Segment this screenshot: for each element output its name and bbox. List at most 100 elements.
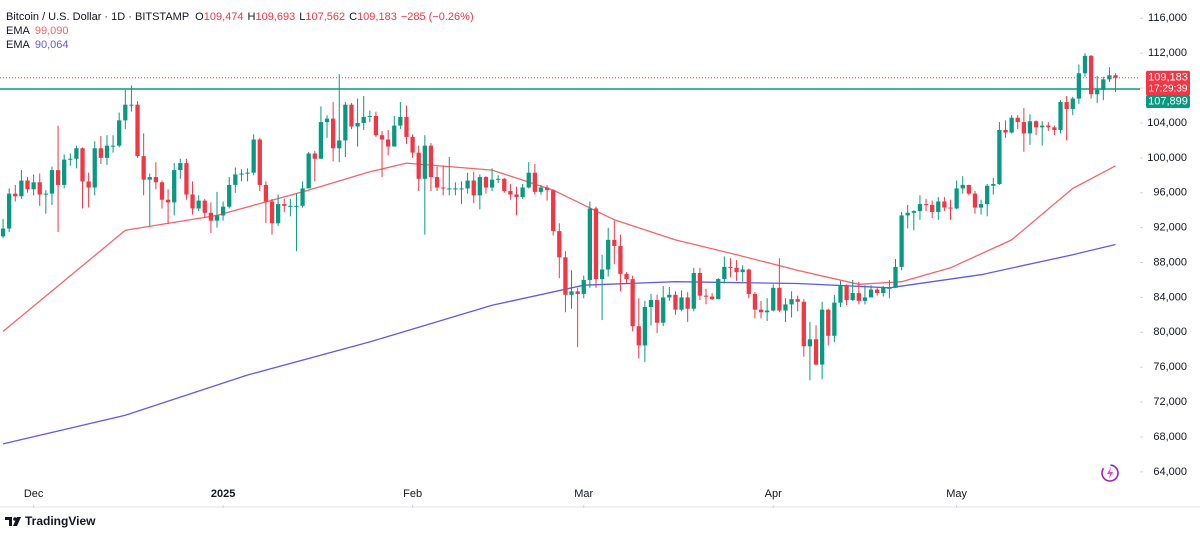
candle-body [7,193,12,229]
candle-body [520,187,525,198]
snapshot-icon[interactable] [1101,464,1119,482]
candle-body [300,188,305,206]
candle-body [593,208,599,280]
candle-body [220,206,226,216]
candle-body [801,301,806,347]
candle-body [599,269,605,280]
candle-body [263,184,269,202]
candle-body [202,200,207,213]
icon-ring [1101,464,1119,482]
candle-body [1033,121,1039,128]
candle-body [489,179,495,188]
ohlc-value: 109,474 [204,11,244,23]
change-label: −285 (−0.26%) [401,11,474,23]
y-tick-label: 116,000 [1148,12,1187,24]
y-tick-label: 80,000 [1153,326,1187,338]
candle-body [624,273,629,280]
candle-body [575,291,580,294]
candle-body [538,187,544,192]
candle-body [379,135,385,140]
candle-body [1064,102,1069,110]
candle-body [1046,125,1051,128]
candle-body [1095,89,1100,95]
candle-body [214,215,220,221]
candle-body [288,205,293,207]
brand-logo [5,517,21,526]
candle-body [239,173,244,175]
candle-body [453,188,458,190]
candle-body [275,204,281,224]
y-tick-label: 88,000 [1153,256,1187,268]
candle-body [1101,79,1106,90]
candle-body [606,239,611,270]
candle-body [31,182,36,190]
candle-body [679,297,684,310]
candle-body [850,293,855,301]
x-tick-label: 2025 [211,488,235,500]
y-tick-label: 96,000 [1153,187,1187,199]
ohlc-value: 107,562 [305,11,345,23]
candle-body [954,188,959,209]
candle-body [960,184,965,189]
candle-body [856,293,861,301]
candle-body [740,269,745,273]
candle-body [752,293,758,310]
legend-name: EMA [6,25,31,37]
candle-body [862,297,868,301]
candle-body [1070,98,1075,110]
last-price-badge [1146,70,1190,96]
candle-body [251,139,256,173]
candle-body [881,287,886,294]
candle-body [245,172,250,174]
candle-body [887,287,892,289]
candle-body [716,279,721,300]
candle-body [703,295,709,297]
candle-body [612,239,617,246]
candle-body [783,304,788,311]
legend-value: 90,064 [35,39,69,51]
x-tick-label: May [946,488,967,500]
y-tick-label: 68,000 [1153,431,1187,443]
candle-body [172,170,177,203]
x-tick-label: Dec [24,488,44,500]
candle-body [911,211,916,213]
candle-body [917,204,923,212]
candle-body [630,279,635,327]
candles [0,53,1118,381]
candle-body [820,309,825,365]
candle-body [514,194,519,198]
candle-body [434,177,440,188]
candle-body [117,120,122,146]
candle-body [367,116,372,118]
candle-body [685,297,690,309]
y-tick-label: 112,000 [1148,47,1187,59]
candle-body [416,152,421,179]
candle-body [392,125,397,147]
candle-body [55,170,61,185]
candle-body [13,193,18,197]
candle-body [948,207,953,209]
ohlc-key: O [195,11,204,23]
candle-body [838,286,843,303]
candle-body [930,204,935,212]
y-tick-label: 72,000 [1153,396,1187,408]
candle-body [1009,117,1014,133]
candle-body [673,294,678,310]
candle-body [190,194,195,209]
candle-body [771,287,776,311]
ohlc-key: H [248,11,256,23]
candle-body [966,184,971,194]
candle-body [563,257,568,295]
icon-bolt [1107,467,1113,479]
candle-body [1021,122,1026,134]
candle-body [404,116,409,137]
candle-body [496,178,501,180]
candle-body [398,116,403,126]
candle-body [441,187,446,189]
candle-body [483,177,489,188]
candle-body [159,182,165,200]
candle-body [257,139,262,185]
candle-body [826,309,831,336]
candle-body [318,122,324,159]
